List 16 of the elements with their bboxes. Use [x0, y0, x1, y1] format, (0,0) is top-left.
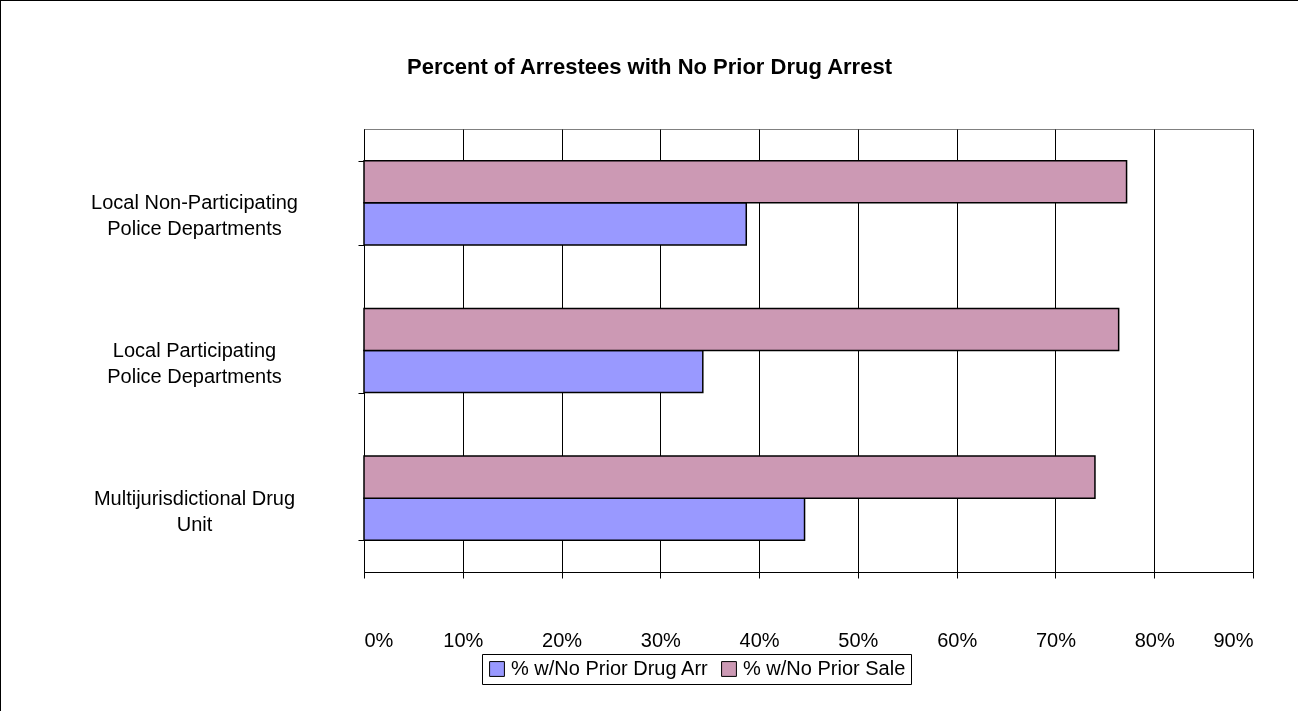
x-tick-label: 10%: [443, 628, 484, 651]
x-tick-label: 30%: [640, 628, 682, 651]
x-tick-label: 60%: [937, 628, 978, 651]
y-tick-label: Local Participating Police Departments: [107, 339, 282, 387]
chart-title: Percent of Arrestees with No Prior Drug Arrest: [407, 54, 893, 79]
y-tick-label: Multijurisdictional Drug Unit: [93, 486, 296, 535]
legend-label: % w/No Prior Sale: [743, 657, 906, 679]
x-tick-label: 90%: [1213, 628, 1254, 651]
x-tick-label: 20%: [542, 628, 583, 651]
legend-label: % w/No Prior Drug Arr: [511, 657, 709, 679]
x-tick-label: 40%: [739, 628, 780, 651]
x-tick-label: 50%: [838, 628, 879, 651]
x-tick-label: 80%: [1134, 628, 1175, 651]
y-tick-label: Local Non-Participating Police Departments: [91, 191, 298, 240]
x-tick-label: 70%: [1035, 628, 1077, 651]
x-tick-label: 0%: [364, 628, 394, 651]
